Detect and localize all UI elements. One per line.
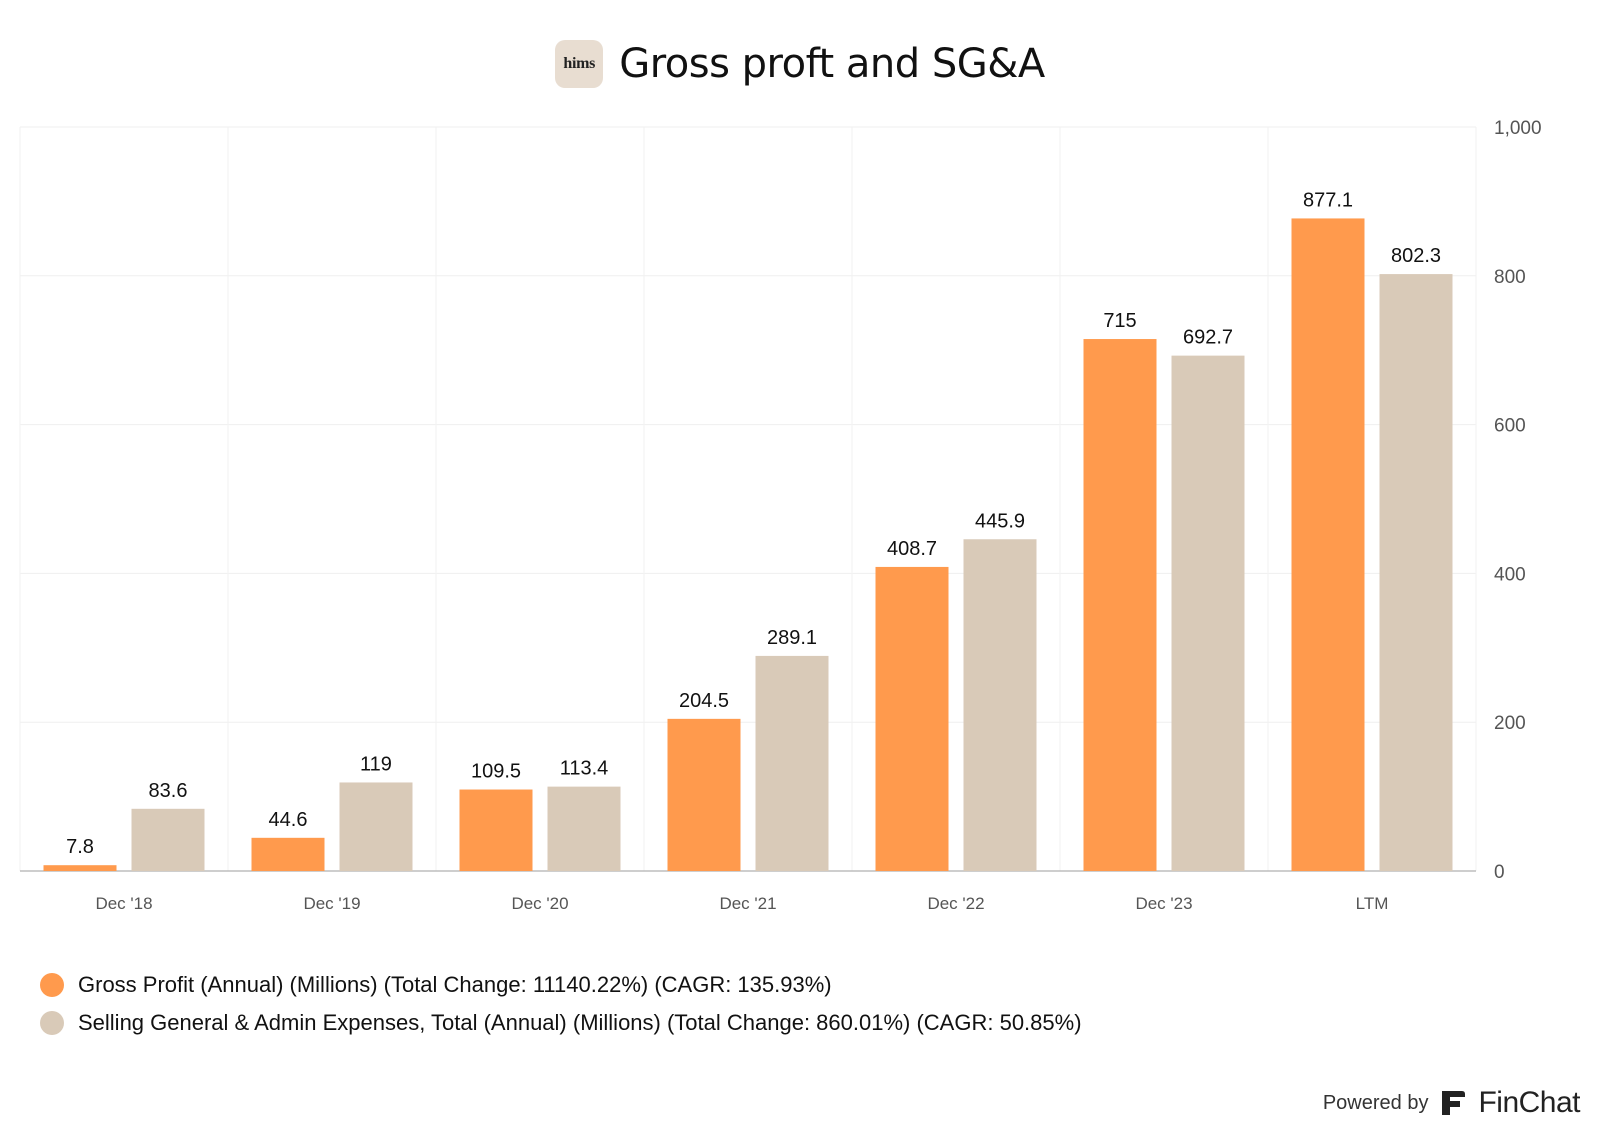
legend-swatch-sga — [40, 1011, 64, 1035]
x-tick-label: Dec '23 — [1135, 894, 1192, 913]
legend-item-sga[interactable]: Selling General & Admin Expenses, Total … — [40, 1010, 1082, 1036]
x-tick-label: Dec '20 — [511, 894, 568, 913]
chart-header: hims Gross proft and SG&A — [0, 34, 1600, 94]
data-label-gross-profit: 408.7 — [887, 538, 937, 560]
bar-gross-profit[interactable] — [1291, 218, 1365, 871]
y-tick-label: 400 — [1494, 564, 1526, 585]
y-tick-label: 200 — [1494, 713, 1526, 734]
data-label-gross-profit: 109.5 — [471, 761, 521, 783]
bar-gross-profit[interactable] — [1083, 339, 1157, 871]
y-tick-label: 600 — [1494, 416, 1526, 437]
legend-label-gross-profit: Gross Profit (Annual) (Millions) (Total … — [78, 972, 832, 997]
finchat-logo-icon — [1442, 1091, 1466, 1115]
data-label-sga: 802.3 — [1391, 245, 1441, 267]
legend-swatch-gross-profit — [40, 973, 64, 997]
y-tick-label: 1,000 — [1494, 118, 1542, 139]
data-label-sga: 119 — [360, 753, 392, 775]
data-label-sga: 445.9 — [975, 510, 1025, 532]
legend-item-gross-profit[interactable]: Gross Profit (Annual) (Millions) (Total … — [40, 972, 1082, 998]
x-tick-label: Dec '18 — [95, 894, 152, 913]
x-tick-label: Dec '21 — [719, 894, 776, 913]
bar-sga[interactable] — [963, 539, 1037, 871]
bar-sga[interactable] — [1379, 274, 1453, 871]
company-logo: hims — [555, 40, 604, 88]
data-label-sga: 83.6 — [149, 780, 188, 802]
x-tick-label: Dec '19 — [303, 894, 360, 913]
footer: Powered by FinChat — [1322, 1084, 1581, 1122]
data-label-gross-profit: 7.8 — [66, 836, 94, 858]
bar-sga[interactable] — [547, 786, 621, 871]
finchat-brand[interactable]: FinChat — [1478, 1086, 1580, 1119]
data-label-gross-profit: 877.1 — [1303, 189, 1353, 211]
powered-by-text: Powered by — [1322, 1091, 1429, 1114]
data-label-gross-profit: 204.5 — [679, 690, 729, 712]
data-label-sga: 692.7 — [1183, 327, 1233, 349]
chart-title: Gross proft and SG&A — [619, 41, 1045, 87]
legend-label-sga: Selling General & Admin Expenses, Total … — [78, 1010, 1082, 1035]
bar-gross-profit[interactable] — [875, 566, 949, 871]
bar-gross-profit[interactable] — [43, 865, 117, 871]
bar-sga[interactable] — [755, 655, 829, 871]
bar-gross-profit[interactable] — [459, 789, 533, 871]
bar-chart: 0 200 400 600 800 1,000 7.8 83.6 Dec '18 44.6 119 D… — [19, 118, 1542, 913]
bar-gross-profit[interactable] — [251, 837, 325, 871]
data-label-sga: 289.1 — [767, 627, 817, 649]
y-tick-label: 0 — [1494, 862, 1505, 883]
data-label-gross-profit: 715 — [1103, 310, 1136, 332]
legend: Gross Profit (Annual) (Millions) (Total … — [40, 972, 1082, 1036]
bar-gross-profit[interactable] — [667, 718, 741, 871]
data-label-gross-profit: 44.6 — [269, 809, 308, 831]
data-label-sga: 113.4 — [560, 758, 609, 780]
bar-sga[interactable] — [131, 808, 205, 871]
bar-sga[interactable] — [339, 782, 413, 871]
x-tick-label: LTM — [1356, 894, 1389, 913]
y-tick-label: 800 — [1494, 267, 1526, 288]
bar-sga[interactable] — [1171, 355, 1245, 871]
x-tick-label: Dec '22 — [927, 894, 984, 913]
